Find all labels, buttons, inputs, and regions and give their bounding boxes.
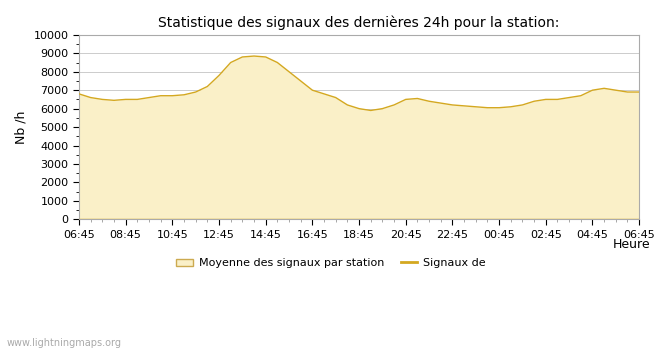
- Y-axis label: Nb /h: Nb /h: [15, 110, 28, 144]
- X-axis label: Heure: Heure: [612, 238, 651, 251]
- Text: www.lightningmaps.org: www.lightningmaps.org: [7, 338, 122, 348]
- Legend: Moyenne des signaux par station, Signaux de: Moyenne des signaux par station, Signaux…: [172, 254, 490, 273]
- Title: Statistique des signaux des dernières 24h pour la station:: Statistique des signaux des dernières 24…: [158, 15, 559, 29]
